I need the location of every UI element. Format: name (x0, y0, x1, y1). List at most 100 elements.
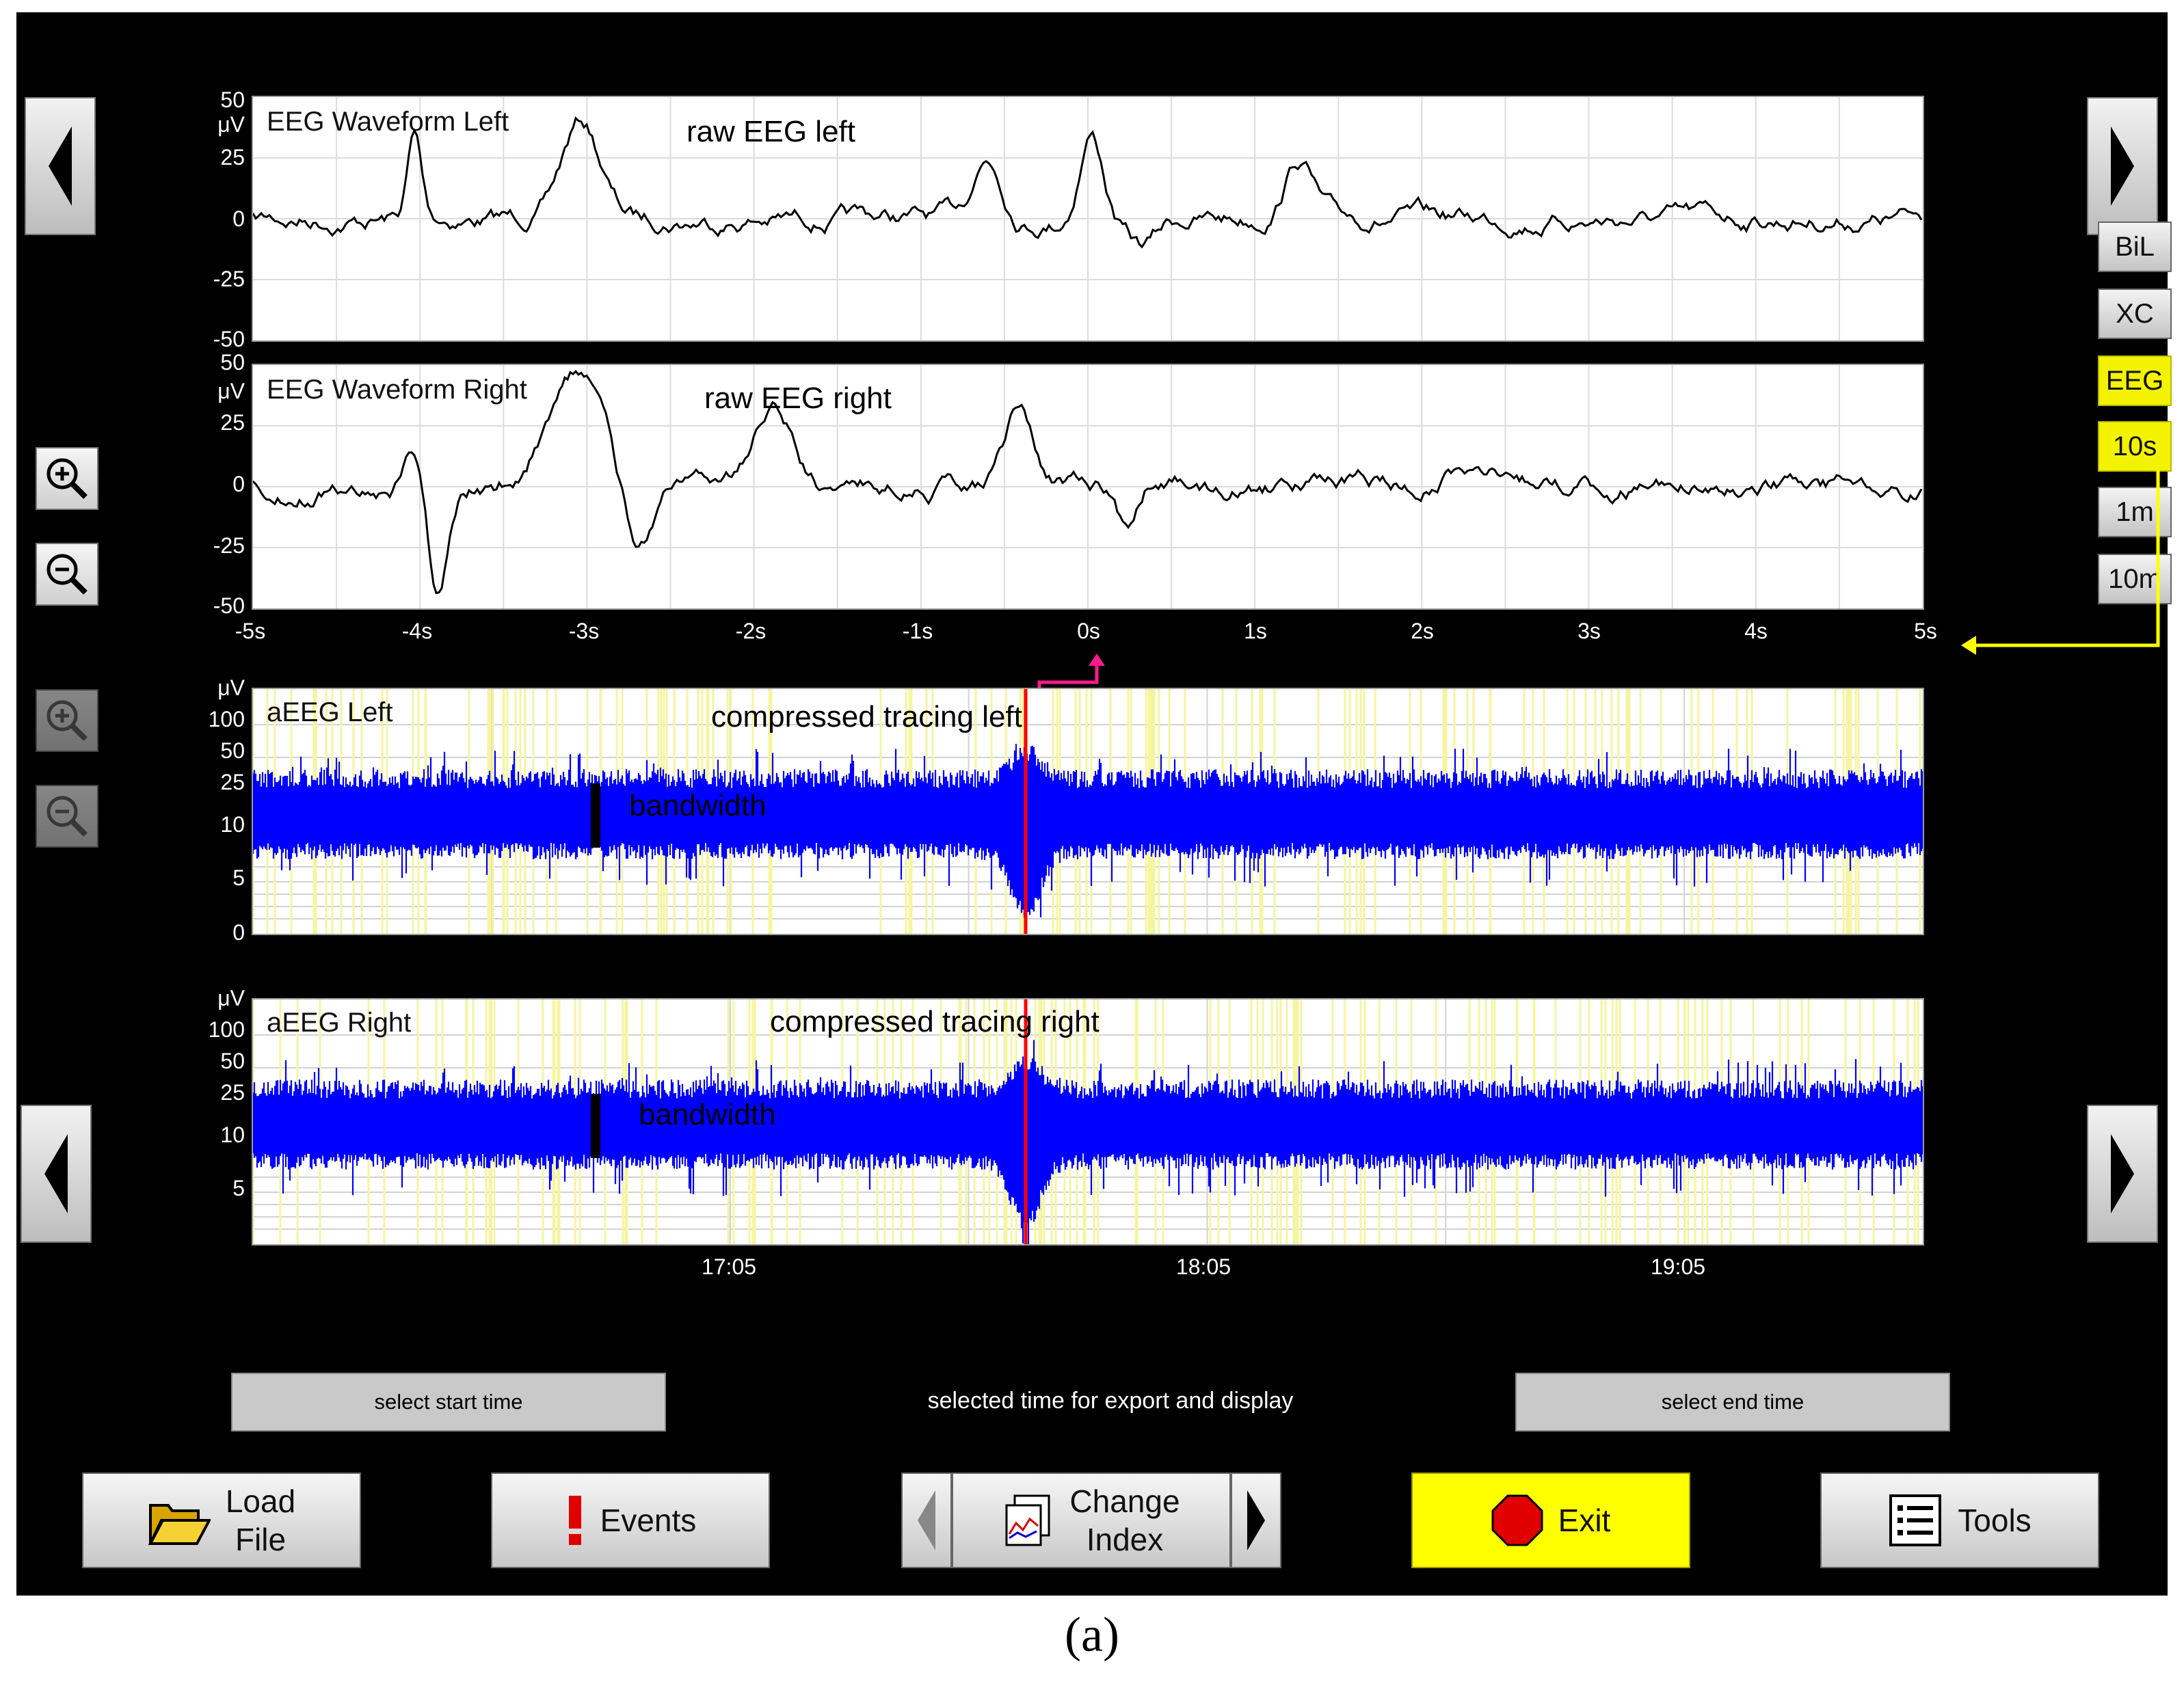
select-end-time-button[interactable]: select end time (1515, 1373, 1950, 1431)
tools-label: Tools (1958, 1503, 2032, 1538)
eeg-time-tick: 3s (1577, 619, 1601, 643)
change-index-label-line2: Index (1086, 1522, 1164, 1557)
eeg-left-ytick: 50 (220, 88, 245, 112)
aeeg-left-plot (253, 689, 1923, 934)
eeg-left-annotation: raw EEG left (687, 115, 855, 148)
change-index-next-button[interactable] (1231, 1472, 1281, 1568)
eeg-right-title: EEG Waveform Right (267, 375, 527, 405)
exit-label: Exit (1558, 1503, 1611, 1538)
aeeg-left-ytick: 50 (220, 738, 245, 763)
eeg-right-ytick: 25 (220, 410, 245, 435)
aeeg-left-ytick: 25 (220, 770, 245, 794)
eeg-left-ytick: 25 (220, 145, 245, 170)
aeeg-right-unit-label: μV (217, 986, 245, 1010)
eeg-left-ytick: -50 (213, 327, 245, 351)
eeg-time-tick: -1s (902, 619, 933, 643)
eeg-right-plot (253, 365, 1923, 608)
right-arrow-icon (1247, 1490, 1265, 1550)
eeg-time-tick: -5s (235, 619, 266, 643)
aeeg-right-annotation: compressed tracing right (770, 1005, 1100, 1038)
left-arrow-icon (918, 1490, 935, 1550)
span-10s-button[interactable]: 10s (2098, 421, 2172, 472)
stop-sign-icon (1491, 1494, 1543, 1546)
span-link-arrow (1961, 470, 2160, 655)
zoom-out-aeeg-button[interactable] (36, 785, 98, 848)
aeeg-left-title: aEEG Left (267, 697, 393, 727)
eeg-time-tick: 1s (1244, 619, 1267, 643)
scroll-left-bottom-button[interactable] (21, 1105, 92, 1243)
aeeg-left-panel[interactable]: aEEG Left compressed tracing left bandwi… (252, 688, 1924, 935)
eeg-right-ytick: -25 (213, 533, 245, 558)
aeeg-right-panel[interactable]: aEEG Right compressed tracing right band… (252, 998, 1924, 1246)
aeeg-right-plot (253, 999, 1923, 1244)
change-index-button[interactable]: Change Index (952, 1472, 1231, 1568)
eeg-left-title: EEG Waveform Left (267, 107, 509, 137)
load-file-button[interactable]: Load File (82, 1472, 361, 1568)
bandwidth-marker (591, 783, 600, 848)
zoom-in-eeg-button[interactable] (36, 447, 98, 510)
scroll-right-bottom-button[interactable] (2087, 1105, 2158, 1243)
bandwidth-marker (591, 1094, 600, 1158)
eeg-time-tick: -4s (401, 619, 433, 643)
change-index-prev-button[interactable] (901, 1472, 952, 1568)
figure-caption: (a) (1065, 1607, 1119, 1662)
selected-time-label: selected time for export and display (927, 1388, 1294, 1414)
aeeg-right-title: aEEG Right (267, 1008, 412, 1038)
eeg-right-panel[interactable]: EEG Waveform Right raw EEG right (252, 364, 1924, 610)
eeg-left-plot (253, 97, 1923, 340)
left-arrow-icon (49, 126, 72, 206)
montage-xc-button[interactable]: XC (2098, 288, 2172, 339)
view-eeg-button[interactable]: EEG (2098, 355, 2172, 406)
zoom-out-eeg-button[interactable] (36, 543, 98, 606)
chart-index-icon (1005, 1494, 1050, 1546)
aeeg-time-tick: 18:05 (1175, 1254, 1231, 1279)
right-arrow-icon (2111, 126, 2134, 206)
eeg-time-tick: 0s (1077, 619, 1100, 643)
aeeg-left-unit-label: μV (217, 675, 245, 700)
list-icon (1889, 1494, 1942, 1546)
scroll-left-top-button[interactable] (25, 97, 96, 235)
zoom-in-icon (46, 700, 88, 741)
zoom-in-aeeg-button[interactable] (36, 689, 98, 752)
eeg-trace (253, 116, 1923, 249)
folder-open-icon (148, 1504, 211, 1545)
montage-bil-button[interactable]: BiL (2098, 221, 2172, 272)
exclamation-icon (568, 1496, 581, 1545)
eeg-right-annotation: raw EEG right (704, 381, 892, 415)
eeg-right-ytick: -50 (213, 593, 245, 618)
select-start-time-button[interactable]: select start time (231, 1373, 666, 1431)
eeg-left-ytick: -25 (213, 267, 245, 291)
aeeg-left-ytick: 0 (232, 920, 245, 945)
zoom-out-icon (46, 554, 88, 595)
aeeg-left-ytick: 100 (208, 707, 245, 731)
aeeg-time-tick: 17:05 (701, 1254, 757, 1279)
exit-button[interactable]: Exit (1411, 1472, 1690, 1568)
aeeg-left-ytick: 10 (220, 812, 245, 837)
eeg-left-panel[interactable]: EEG Waveform Left raw EEG left (252, 96, 1924, 342)
eeg-time-tick: -2s (735, 619, 767, 643)
scroll-right-top-button[interactable] (2087, 97, 2158, 235)
eeg-right-ytick: 50 (220, 350, 245, 375)
aeeg-right-ytick: 10 (220, 1122, 245, 1147)
aeeg-right-ytick: 100 (208, 1017, 245, 1042)
eeg-time-tick: 4s (1744, 619, 1768, 643)
aeeg-band (253, 1040, 1923, 1244)
eeg-time-tick: -3s (568, 619, 600, 643)
application-window: BiL XC EEG 10s 1m 10m μV 50 25 0 -25 -50… (16, 12, 2172, 1596)
eeg-time-tick: 2s (1411, 619, 1434, 643)
events-button[interactable]: Events (491, 1472, 770, 1568)
aeeg-right-ytick: 5 (232, 1176, 245, 1200)
eeg-right-unit-label: μV (217, 379, 245, 403)
aeeg-band (253, 744, 1923, 918)
aeeg-left-bandwidth-label: bandwidth (629, 789, 767, 822)
aeeg-left-annotation: compressed tracing left (711, 700, 1022, 734)
tools-button[interactable]: Tools (1820, 1472, 2099, 1568)
change-index-label-line1: Change (1069, 1483, 1180, 1519)
zoom-in-icon (46, 458, 88, 499)
events-label: Events (600, 1503, 697, 1538)
eeg-trace (253, 370, 1923, 595)
aeeg-time-tick: 19:05 (1650, 1254, 1706, 1279)
zoom-out-icon (46, 796, 88, 837)
eeg-left-ytick: 0 (232, 206, 245, 231)
load-file-label-line1: Load (225, 1483, 296, 1519)
